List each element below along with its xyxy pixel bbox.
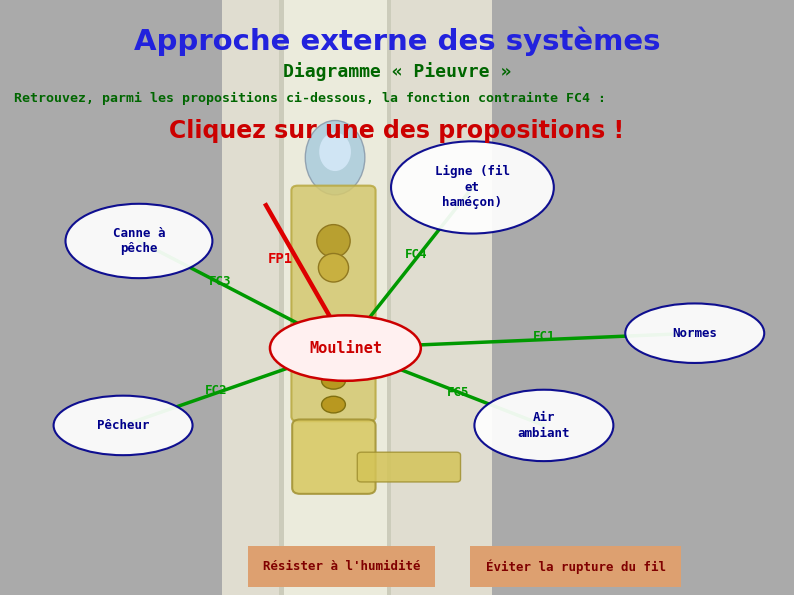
Text: FC2: FC2 <box>205 384 227 397</box>
Text: Cliquez sur une des propositions !: Cliquez sur une des propositions ! <box>169 119 625 143</box>
Ellipse shape <box>322 396 345 413</box>
Ellipse shape <box>391 141 554 233</box>
Ellipse shape <box>53 396 192 455</box>
Text: Air
ambiant: Air ambiant <box>518 411 570 440</box>
Text: Diagramme « Pieuvre »: Diagramme « Pieuvre » <box>283 62 511 82</box>
Ellipse shape <box>626 303 764 363</box>
Text: Retrouvez, parmi les propositions ci-dessous, la fonction contrainte FC4 :: Retrouvez, parmi les propositions ci-des… <box>14 92 607 105</box>
FancyBboxPatch shape <box>282 0 389 595</box>
Ellipse shape <box>270 315 421 381</box>
Ellipse shape <box>319 133 351 171</box>
Text: Résister à l'humidité: Résister à l'humidité <box>263 560 420 573</box>
FancyBboxPatch shape <box>357 452 461 482</box>
FancyBboxPatch shape <box>222 0 492 595</box>
FancyBboxPatch shape <box>292 419 376 494</box>
Ellipse shape <box>318 253 349 282</box>
Text: FC3: FC3 <box>209 275 231 288</box>
FancyBboxPatch shape <box>492 0 794 595</box>
Ellipse shape <box>474 390 613 461</box>
FancyBboxPatch shape <box>0 0 222 595</box>
Ellipse shape <box>305 120 364 195</box>
Text: FC5: FC5 <box>447 386 469 399</box>
Text: Canne à
pêche: Canne à pêche <box>113 227 165 255</box>
Text: Pêcheur: Pêcheur <box>97 419 149 432</box>
Text: FC1: FC1 <box>533 330 555 343</box>
Text: Ligne (fil
et
haméçon): Ligne (fil et haméçon) <box>435 165 510 209</box>
FancyBboxPatch shape <box>387 0 391 595</box>
FancyBboxPatch shape <box>470 546 681 587</box>
Text: Approche externe des systèmes: Approche externe des systèmes <box>133 27 661 57</box>
FancyBboxPatch shape <box>248 546 435 587</box>
FancyBboxPatch shape <box>279 0 284 595</box>
Text: Éviter la rupture du fil: Éviter la rupture du fil <box>486 559 665 574</box>
Text: Moulinet: Moulinet <box>309 340 382 356</box>
FancyBboxPatch shape <box>291 186 376 421</box>
Ellipse shape <box>322 372 345 389</box>
Text: FC4: FC4 <box>405 248 427 261</box>
Ellipse shape <box>65 203 212 278</box>
Ellipse shape <box>317 224 350 257</box>
Text: Normes: Normes <box>673 327 717 340</box>
Text: FP1: FP1 <box>268 252 293 266</box>
